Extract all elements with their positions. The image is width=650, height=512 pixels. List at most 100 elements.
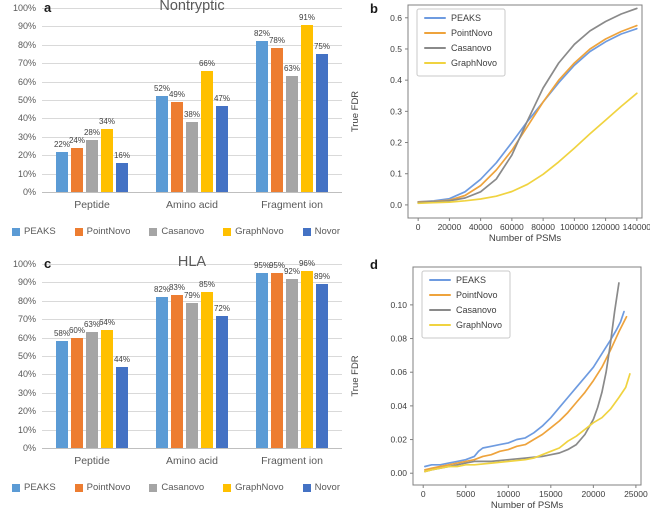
bar-chart-nontryptic: Nontryptic 0% 10% 20% 30% 40% 50% 60% 70% 80% 90% 1… <box>0 0 348 256</box>
y-axis-label: True FDR <box>350 355 361 396</box>
bar-casanovo-fragment-ion <box>286 76 298 192</box>
legend-label: PEAKS <box>451 13 481 23</box>
bar-novor-peptide <box>116 367 128 448</box>
x-axis-category-label: Amino acid <box>166 455 218 467</box>
y-axis-tick-label: 60% <box>17 332 36 343</box>
legend-label: Casanovo <box>161 482 205 493</box>
bar-value-label: 79% <box>183 290 200 300</box>
x-axis-tick-label: 0 <box>421 489 426 499</box>
y-axis-tick-label: 0.06 <box>390 367 407 377</box>
y-axis-tick-label: 100% <box>12 3 36 13</box>
y-axis-tick-label: 0.4 <box>390 75 402 85</box>
bar-graphnovo-fragment-ion <box>301 271 313 448</box>
y-axis-tick-label: 90% <box>17 277 36 288</box>
y-axis-tick-label: 0.04 <box>390 401 407 411</box>
gridline <box>42 26 342 28</box>
y-axis-tick-label: 0.1 <box>390 169 402 179</box>
x-axis-tick-label: 15000 <box>539 489 563 499</box>
legend-item: Casanovo <box>149 482 204 493</box>
y-axis-tick-label: 0.6 <box>390 13 402 23</box>
y-axis-tick-label: 50% <box>17 95 36 105</box>
bar-value-label: 95% <box>268 261 285 271</box>
legend-label: Casanovo <box>161 226 205 237</box>
y-axis-tick-label: 0% <box>22 187 36 197</box>
bar-value-label: 78% <box>268 36 285 46</box>
line-casanovo <box>424 282 620 473</box>
panel-d-fdr-line-chart: d 0 5000 10000 15000 20000 25000 0.00 0.02 0.04 0… <box>348 256 650 512</box>
legend-swatch-pointnovo <box>74 227 83 236</box>
bar-peaks-peptide <box>56 151 68 192</box>
legend-swatch-casanovo <box>149 227 158 236</box>
x-axis-category-label: Peptide <box>74 199 110 211</box>
legend-label: Casanovo <box>456 305 497 315</box>
y-axis-tick-label: 0.08 <box>390 334 407 344</box>
bar-novor-amino-acid <box>216 315 228 448</box>
x-axis-tick-label: 20000 <box>438 222 462 232</box>
x-axis-tick-label: 80000 <box>531 222 555 232</box>
y-axis-tick-label: 0.02 <box>390 435 407 445</box>
panel-b-fdr-line-chart: b 0 20000 40000 60000 80000 100000 120000 14000… <box>348 0 650 256</box>
line-chart-svg: 0 5000 10000 15000 20000 25000 0.00 0.02 0.04 0.0… <box>350 266 648 511</box>
x-axis-tick-label: 25000 <box>624 489 648 499</box>
bar-graphnovo-amino-acid <box>201 70 213 192</box>
x-axis-category-label: Fragment ion <box>261 199 323 211</box>
line-chart-nontryptic-fdr: 0 20000 40000 60000 80000 100000 120000 140000 0… <box>348 0 650 256</box>
bar-value-label: 72% <box>213 303 230 313</box>
legend-label: PEAKS <box>456 275 486 285</box>
legend-label: GraphNovo <box>451 58 497 68</box>
gridline <box>42 8 342 9</box>
legend-label: Novor <box>314 226 340 237</box>
legend-label: PointNovo <box>451 28 493 38</box>
bar-peaks-fragment-ion <box>256 273 268 448</box>
y-axis-tick-label: 20% <box>17 406 36 417</box>
legend-label: GraphNovo <box>235 226 284 237</box>
legend-item: PEAKS <box>12 482 56 493</box>
bar-value-label: 49% <box>168 89 185 99</box>
y-axis-tick-label: 0.3 <box>390 106 402 116</box>
line-graphnovo <box>417 92 638 205</box>
panel-c-hla-bar-chart: c HLA 0% 10% 20% 30% 40% 50% 60% 70% 80% 90% 100% 58… <box>0 254 348 512</box>
legend-label: Novor <box>314 482 340 493</box>
gridline <box>42 192 342 193</box>
y-axis-tick-label: 0% <box>22 443 36 453</box>
x-axis-label: Number of PSMs <box>491 500 564 511</box>
bar-value-label: 89% <box>313 272 330 282</box>
legend-swatch-novor <box>302 227 311 236</box>
legend-swatch-peaks <box>12 483 20 492</box>
bar-value-label: 64% <box>98 318 115 328</box>
legend-item: Novor <box>302 482 340 493</box>
legend-box <box>416 8 506 77</box>
bar-value-label: 96% <box>298 259 315 269</box>
gridline <box>42 300 342 302</box>
y-axis-tick-label: 80% <box>17 295 36 306</box>
bar-value-label: 91% <box>298 12 315 22</box>
y-axis-tick-label: 40% <box>17 369 36 380</box>
bar-value-label: 92% <box>283 266 300 276</box>
panel-a-nontryptic-bar-chart: a Nontryptic 0% 10% 20% 30% 40% 50% 60% 70% 80% 90… <box>0 0 348 256</box>
gridline <box>42 81 342 83</box>
bar-pointnovo-amino-acid <box>171 101 183 192</box>
bar-casanovo-amino-acid <box>186 122 198 192</box>
y-axis-tick-label: 70% <box>17 314 36 325</box>
bar-value-label: 34% <box>98 117 115 127</box>
legend-swatch-novor <box>302 483 311 492</box>
legend-swatch-graphnovo <box>223 227 232 236</box>
legend-swatch-graphnovo <box>223 483 232 492</box>
bar-casanovo-amino-acid <box>186 302 198 448</box>
bar-peaks-amino-acid <box>156 297 168 448</box>
y-axis-tick-label: 0.2 <box>390 138 402 148</box>
bar-value-label: 63% <box>283 64 300 74</box>
bar-casanovo-peptide <box>86 332 98 448</box>
y-axis-label: True FDR <box>350 91 361 132</box>
x-axis-category-label: Peptide <box>74 455 110 467</box>
bar-casanovo-peptide <box>86 140 98 192</box>
panel-label-b: b <box>370 1 378 16</box>
y-axis-tick-label: 100% <box>12 259 36 269</box>
x-axis-tick-label: 40000 <box>469 222 493 232</box>
bar-novor-amino-acid <box>216 105 228 192</box>
y-axis-tick-label: 40% <box>17 113 36 124</box>
bar-pointnovo-fragment-ion <box>271 48 283 192</box>
bar-value-label: 58% <box>53 329 70 339</box>
legend-label: GraphNovo <box>235 482 284 493</box>
